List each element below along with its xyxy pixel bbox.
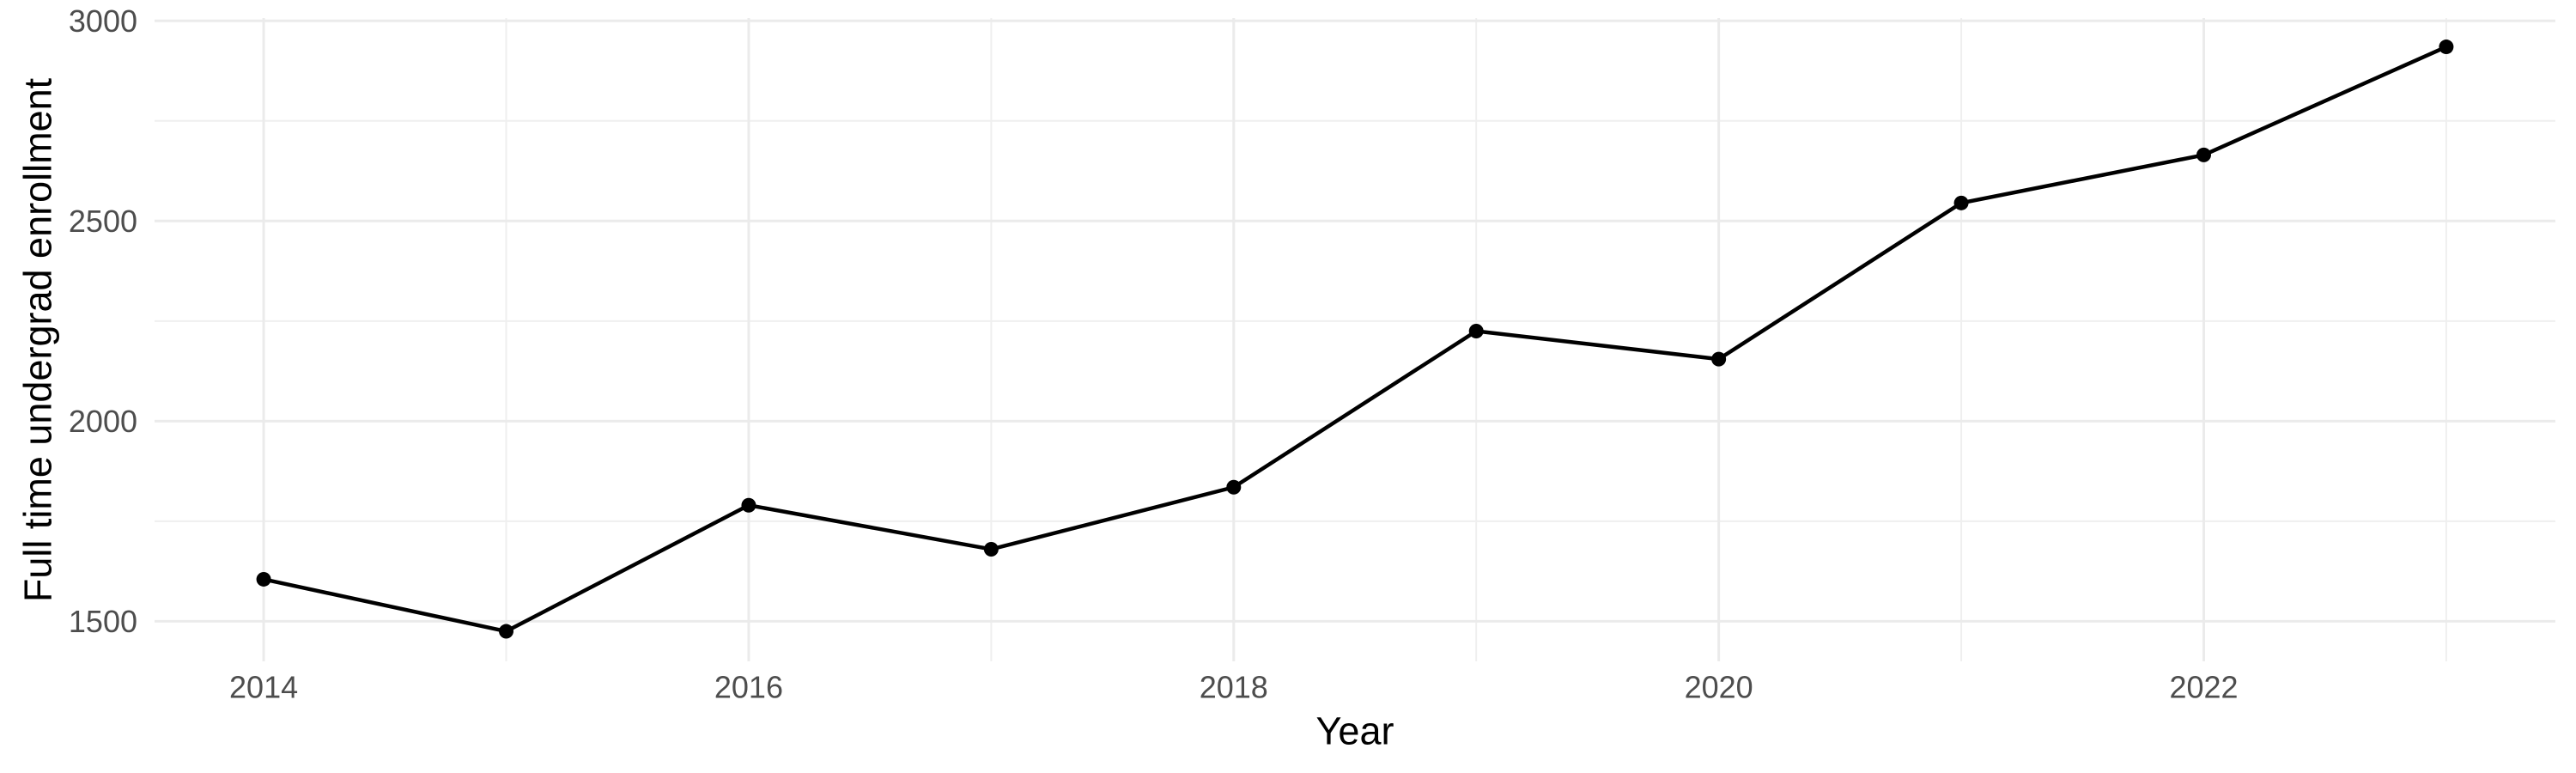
data-point xyxy=(1711,351,1727,367)
x-tick-label: 2016 xyxy=(714,670,783,705)
data-point xyxy=(1468,323,1484,338)
y-axis-title: Full time undergrad enrollment xyxy=(15,77,60,603)
x-tick-label: 2018 xyxy=(1200,670,1268,705)
data-point xyxy=(2439,40,2454,55)
data-point xyxy=(2196,147,2211,162)
data-point xyxy=(256,571,271,587)
x-tick-label: 2020 xyxy=(1685,670,1753,705)
y-tick-label: 3000 xyxy=(69,3,137,39)
data-point xyxy=(1226,479,1242,495)
data-point xyxy=(983,541,999,557)
data-point xyxy=(1953,195,1969,210)
y-tick-label: 2000 xyxy=(69,404,137,439)
x-tick-label: 2014 xyxy=(229,670,298,705)
x-axis-title: Year xyxy=(1315,709,1394,753)
data-point xyxy=(499,624,514,639)
x-tick-label: 2022 xyxy=(2169,670,2238,705)
data-line xyxy=(261,45,2449,634)
y-tick-label: 1500 xyxy=(69,604,137,639)
y-tick-label: 2500 xyxy=(69,204,137,239)
data-point xyxy=(741,497,756,513)
